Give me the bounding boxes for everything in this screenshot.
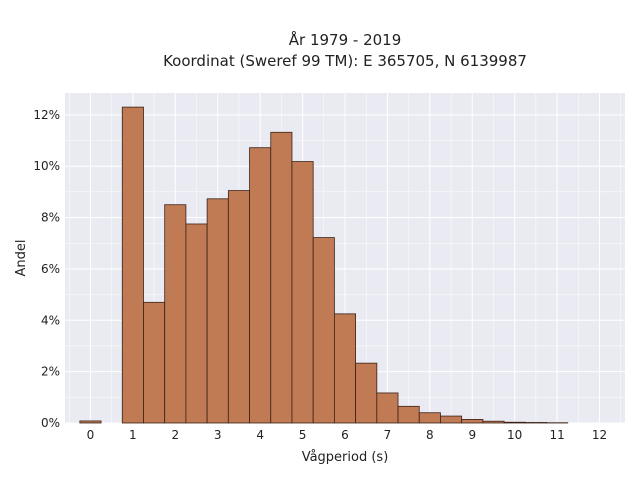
histogram-bar	[79, 420, 102, 424]
histogram-bar	[143, 301, 166, 424]
y-axis-label: Andel	[14, 240, 29, 277]
histogram-bar	[355, 362, 378, 424]
histogram-bar	[227, 190, 250, 424]
histogram-bar	[418, 412, 441, 424]
y-tick-label: 12%	[33, 108, 60, 122]
x-tick-label: 4	[256, 428, 264, 442]
histogram-bar	[503, 421, 526, 424]
y-tick-label: 6%	[41, 262, 60, 276]
x-axis: 0 1 2 3 4 5 6 7 8 9 10 11 12	[87, 428, 608, 442]
histogram-bar	[206, 198, 229, 424]
x-tick-label: 1	[129, 428, 137, 442]
y-tick-label: 0%	[41, 416, 60, 430]
x-axis-label: Vågperiod (s)	[302, 450, 389, 465]
x-tick-label: 0	[87, 428, 95, 442]
histogram-bar	[376, 392, 399, 424]
histogram-bar	[482, 420, 505, 424]
chart-title: År 1979 - 2019	[289, 30, 402, 49]
x-tick-label: 12	[592, 428, 607, 442]
y-axis: 0% 2% 4% 6% 8% 10% 12%	[33, 108, 60, 430]
x-tick-label: 9	[468, 428, 476, 442]
x-tick-label: 3	[214, 428, 222, 442]
x-tick-label: 8	[426, 428, 434, 442]
histogram-bar	[185, 223, 208, 424]
x-tick-label: 10	[507, 428, 522, 442]
y-tick-label: 2%	[41, 365, 60, 379]
histogram-bar	[270, 131, 293, 424]
histogram-bar	[291, 161, 314, 424]
y-tick-label: 8%	[41, 211, 60, 225]
x-tick-label: 11	[549, 428, 564, 442]
histogram-bar	[397, 405, 420, 424]
y-tick-label: 4%	[41, 313, 60, 327]
histogram-bar	[524, 422, 547, 424]
x-tick-label: 7	[384, 428, 392, 442]
y-tick-label: 10%	[33, 159, 60, 173]
histogram-bar	[461, 419, 484, 424]
histogram-bar	[333, 313, 357, 424]
histogram-bar	[440, 415, 463, 424]
x-tick-label: 6	[341, 428, 349, 442]
histogram-bar	[164, 204, 187, 424]
x-tick-label: 2	[171, 428, 179, 442]
histogram-bar	[121, 106, 144, 424]
histogram-bar	[249, 147, 272, 424]
bars-group	[79, 106, 569, 424]
chart-subtitle: Koordinat (Sweref 99 TM): E 365705, N 61…	[163, 52, 527, 70]
histogram-bar	[312, 237, 335, 424]
x-tick-label: 5	[299, 428, 307, 442]
